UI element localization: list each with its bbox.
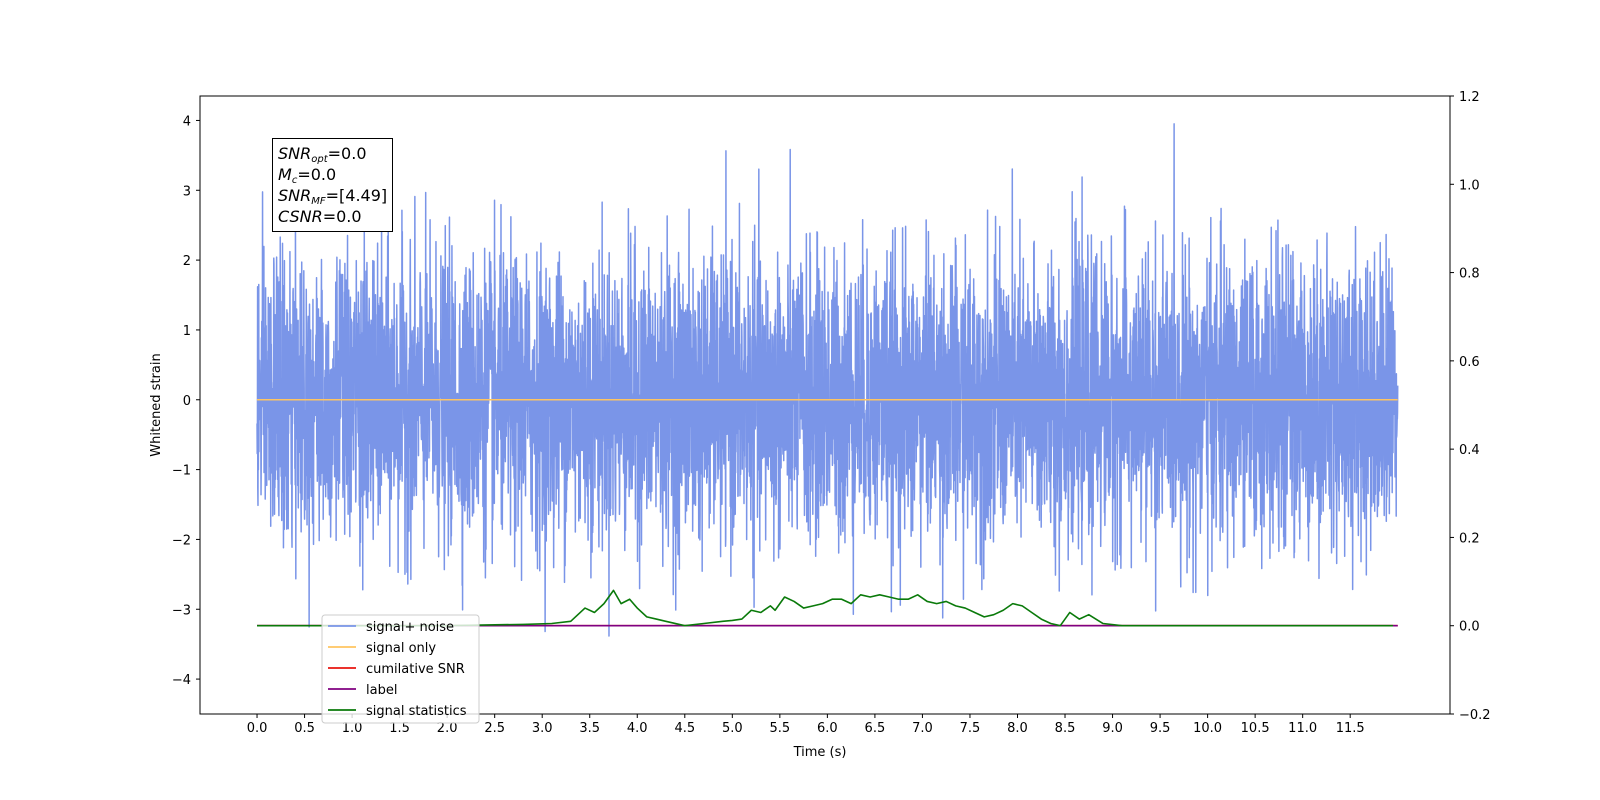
series-signal-statistics-line xyxy=(257,589,1393,627)
x-tick-label: 7.0 xyxy=(912,721,933,736)
x-tick-label: 11.5 xyxy=(1336,721,1365,736)
x-tick-label: 7.5 xyxy=(960,721,981,736)
signal-noise-trace xyxy=(256,123,1399,637)
y-tick-label: −2 xyxy=(172,533,191,548)
y2-tick-label: 0.2 xyxy=(1459,531,1480,546)
x-tick-label: 0.0 xyxy=(247,721,268,736)
y-tick-label: −1 xyxy=(172,464,191,479)
legend: signal+ noise signal only cumilative SNR la… xyxy=(321,614,480,724)
y2-tick-label: 0.6 xyxy=(1459,355,1480,370)
y2-tick-label: 0.0 xyxy=(1459,620,1480,635)
snr-opt-label: SNR xyxy=(278,144,312,163)
x-tick-label: 8.0 xyxy=(1007,721,1028,736)
snr-mf-subscript: MF xyxy=(311,196,326,207)
snr-mf-label: SNR xyxy=(278,186,312,205)
legend-label: label xyxy=(366,683,397,698)
info-box: SNRopt=0.0 Mc=0.0 SNRMF=[4.49] CSNR=0.0 xyxy=(272,138,394,232)
y-axis-left: 4 3 2 1 0 −1 −2 −3 −4 xyxy=(172,114,200,688)
mc-line: Mc=0.0 xyxy=(278,164,387,186)
snr-mf-value: =[4.49] xyxy=(325,186,388,205)
y-tick-label: −3 xyxy=(172,603,191,618)
y-axis-right: 1.2 1.0 0.8 0.6 0.4 0.2 0.0 −0.2 xyxy=(1450,90,1491,723)
x-tick-label: 5.5 xyxy=(770,721,791,736)
mc-label: M xyxy=(278,165,292,184)
mc-value: =0.0 xyxy=(297,165,337,184)
y-tick-label: −4 xyxy=(172,673,191,688)
y2-tick-label: 0.8 xyxy=(1459,267,1480,282)
snr-opt-subscript: opt xyxy=(311,154,328,165)
series-signal-noise-line xyxy=(256,123,1399,637)
x-tick-label: 8.5 xyxy=(1055,721,1076,736)
y-tick-label: 2 xyxy=(183,254,191,269)
snr-opt-value: =0.0 xyxy=(327,144,367,163)
x-tick-label: 6.5 xyxy=(865,721,886,736)
y2-tick-label: 1.2 xyxy=(1459,90,1480,105)
y2-tick-label: −0.2 xyxy=(1459,708,1491,723)
legend-label: signal only xyxy=(366,641,436,656)
x-axis: 0.0 0.5 1.0 1.5 2.0 2.5 3.0 3.5 4.0 4.5 5.0 5.5 6.0 6… xyxy=(247,714,1365,736)
x-tick-label: 2.0 xyxy=(437,721,458,736)
x-axis-label: Time (s) xyxy=(793,745,847,760)
legend-label: signal statistics xyxy=(366,704,467,719)
mc-subscript: c xyxy=(291,175,298,186)
x-tick-label: 1.0 xyxy=(342,721,363,736)
legend-label: cumilative SNR xyxy=(366,662,465,677)
csnr-label: CSNR xyxy=(278,207,323,226)
y-tick-label: 0 xyxy=(183,394,191,409)
x-tick-label: 10.5 xyxy=(1241,721,1270,736)
y-tick-label: 4 xyxy=(183,114,191,129)
x-tick-label: 3.5 xyxy=(579,721,600,736)
x-tick-label: 10.0 xyxy=(1193,721,1222,736)
y2-tick-label: 0.4 xyxy=(1459,443,1480,458)
x-tick-label: 9.5 xyxy=(1150,721,1171,736)
y-tick-label: 1 xyxy=(183,324,191,339)
x-tick-label: 6.0 xyxy=(817,721,838,736)
legend-frame xyxy=(321,614,480,724)
x-tick-label: 1.5 xyxy=(389,721,410,736)
y2-tick-label: 1.0 xyxy=(1459,178,1480,193)
x-tick-label: 4.5 xyxy=(674,721,695,736)
snr-mf-line: SNRMF=[4.49] xyxy=(278,185,388,207)
snr-opt-line: SNRopt=0.0 xyxy=(278,143,387,165)
x-tick-label: 4.0 xyxy=(627,721,648,736)
y-axis-label: Whitened strain xyxy=(149,353,164,456)
csnr-line: CSNR=0.0 xyxy=(278,206,387,227)
x-tick-label: 3.0 xyxy=(532,721,553,736)
x-tick-label: 11.0 xyxy=(1288,721,1317,736)
x-tick-label: 9.0 xyxy=(1102,721,1123,736)
y-tick-label: 3 xyxy=(183,184,191,199)
x-tick-label: 0.5 xyxy=(294,721,315,736)
csnr-value: =0.0 xyxy=(322,207,362,226)
x-tick-label: 2.5 xyxy=(484,721,505,736)
x-tick-label: 5.0 xyxy=(722,721,743,736)
axes-frame xyxy=(199,95,1451,715)
legend-label: signal+ noise xyxy=(366,620,454,635)
